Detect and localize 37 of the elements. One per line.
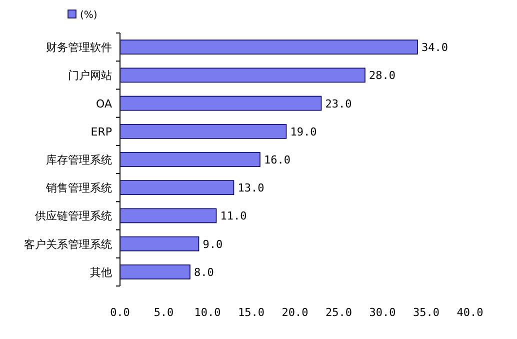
y-tick-label: 财务管理软件 <box>46 41 112 54</box>
y-tick-label: 销售管理系统 <box>45 182 112 195</box>
y-tick-label: ERP <box>90 125 112 138</box>
x-tick-label: 35.0 <box>413 306 440 319</box>
x-tick-label: 0.0 <box>110 306 130 319</box>
data-label: 34.0 <box>422 41 448 54</box>
y-tick-label: 库存管理系统 <box>46 154 112 166</box>
data-label: 16.0 <box>264 154 290 166</box>
x-tick-label: 40.0 <box>456 306 484 319</box>
data-label: 28.0 <box>369 69 396 82</box>
data-label: 11.0 <box>220 210 247 223</box>
bar <box>120 68 366 83</box>
data-label: 13.0 <box>238 182 264 195</box>
bar <box>120 208 217 224</box>
bar <box>120 40 418 54</box>
x-tick-label: 20.0 <box>282 306 308 319</box>
data-label: 23.0 <box>325 97 352 110</box>
bar <box>120 236 200 252</box>
y-tick-label: 其他 <box>90 266 112 279</box>
y-tick-label: 门户网站 <box>68 69 112 82</box>
x-tick-label: 25.0 <box>326 306 352 319</box>
bar <box>120 96 322 111</box>
x-tick-label: 15.0 <box>238 306 264 319</box>
bar <box>120 152 260 167</box>
y-tick-label: 供应链管理系统 <box>35 210 112 223</box>
bar <box>120 124 287 139</box>
y-tick-label: 客户关系管理系统 <box>24 238 112 251</box>
x-tick-label: 5.0 <box>154 306 174 319</box>
bar <box>120 180 234 196</box>
data-label: 8.0 <box>194 266 214 279</box>
x-tick-label: 30.0 <box>369 306 396 319</box>
data-label: 19.0 <box>290 125 317 138</box>
data-label: 9.0 <box>202 238 223 251</box>
y-tick-label: OA <box>96 97 112 110</box>
bar <box>120 264 190 280</box>
x-tick-label: 10.0 <box>194 306 221 319</box>
legend-label: (%) <box>80 10 98 21</box>
